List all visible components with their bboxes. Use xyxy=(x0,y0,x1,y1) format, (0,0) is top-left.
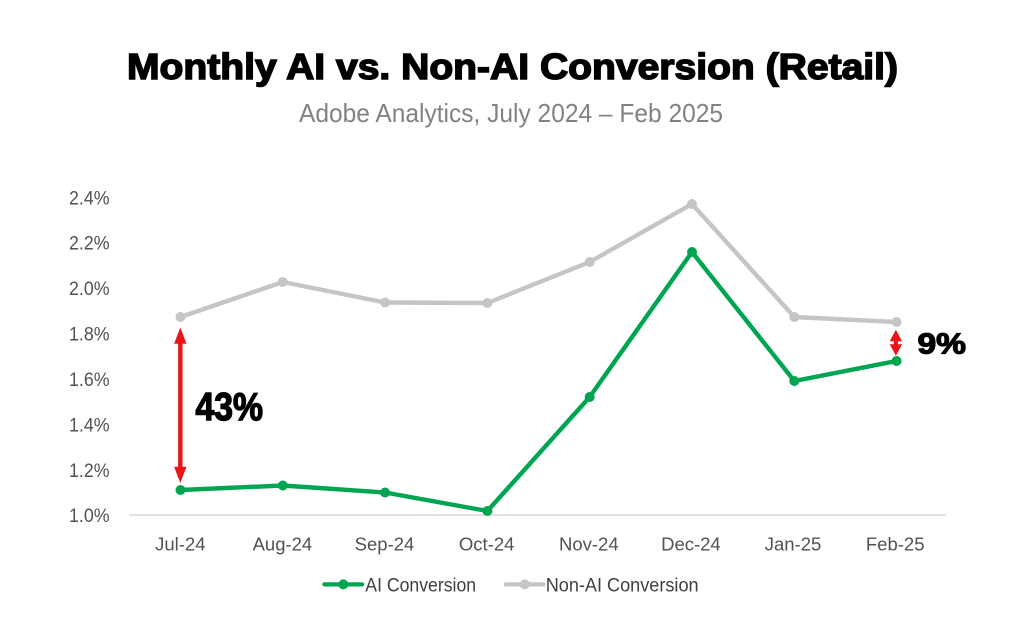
svg-text:43%: 43% xyxy=(196,386,264,429)
svg-text:Aug-24: Aug-24 xyxy=(253,533,313,554)
svg-text:Oct-24: Oct-24 xyxy=(459,533,515,554)
svg-text:1.8%: 1.8% xyxy=(69,325,110,346)
svg-text:AI Conversion: AI Conversion xyxy=(365,576,476,597)
svg-text:Jul-24: Jul-24 xyxy=(155,533,205,554)
svg-text:Feb-25: Feb-25 xyxy=(866,533,925,554)
svg-text:Monthly AI vs. Non-AI Conversi: Monthly AI vs. Non-AI Conversion (Retail… xyxy=(127,46,898,87)
svg-text:2.0%: 2.0% xyxy=(69,279,110,300)
svg-text:1.0%: 1.0% xyxy=(69,506,110,527)
svg-text:9%: 9% xyxy=(918,329,967,361)
svg-text:Sep-24: Sep-24 xyxy=(355,533,415,554)
svg-text:Jan-25: Jan-25 xyxy=(765,533,822,554)
svg-text:1.4%: 1.4% xyxy=(69,415,110,436)
svg-text:2.2%: 2.2% xyxy=(69,234,110,255)
svg-text:1.2%: 1.2% xyxy=(69,461,110,482)
svg-text:Dec-24: Dec-24 xyxy=(661,533,721,554)
svg-text:2.4%: 2.4% xyxy=(69,188,110,209)
svg-text:Nov-24: Nov-24 xyxy=(559,533,619,554)
svg-text:Non-AI Conversion: Non-AI Conversion xyxy=(546,576,699,597)
svg-text:1.6%: 1.6% xyxy=(69,370,110,391)
svg-text:Adobe Analytics, July 2024 – F: Adobe Analytics, July 2024 – Feb 2025 xyxy=(299,98,723,128)
